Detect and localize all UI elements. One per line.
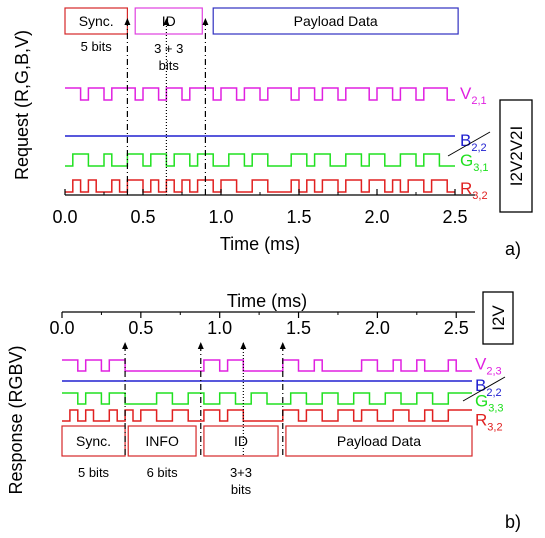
series-label: V2,1 xyxy=(460,84,487,107)
panel-b: Sync. INFO ID Payload Data 5 bits 6 bits 3+3 bi… xyxy=(6,291,521,532)
y-axis-title: Request (R,G,B,V) xyxy=(12,30,32,180)
frame-segment-note: bits xyxy=(159,58,180,73)
x-tick-label: 2.0 xyxy=(365,318,390,338)
frame-segment-label: Payload Data xyxy=(337,433,421,449)
boundary-arrow-icon xyxy=(124,18,131,25)
frame-segment-label: Sync. xyxy=(76,433,111,449)
x-tick-label: 2.5 xyxy=(442,207,467,227)
x-axis-title: Time (ms) xyxy=(227,291,307,311)
mode-label: I2V2V2I xyxy=(507,126,526,187)
series-r-trace xyxy=(65,179,455,193)
frame-segment-note: 5 bits xyxy=(81,39,113,54)
x-tick-label: 0.5 xyxy=(128,318,153,338)
mode-label-box xyxy=(482,291,514,345)
frame-segment-box xyxy=(127,425,197,457)
x-tick-label: 0.5 xyxy=(130,207,155,227)
frame-segment-label: INFO xyxy=(145,433,179,449)
series-label: V2,3 xyxy=(475,355,502,378)
panel-label: b) xyxy=(505,512,521,532)
frame-segment-box xyxy=(134,7,203,35)
crossed-out-marker xyxy=(447,131,491,157)
x-tick-label: 1.5 xyxy=(286,207,311,227)
frame-segment-note: 3+3 xyxy=(230,465,252,480)
series-g-trace xyxy=(62,392,472,405)
frame-segment-note: bits xyxy=(231,482,252,497)
series-g-trace xyxy=(65,153,455,167)
boundary-arrow-icon xyxy=(122,342,129,349)
mode-label-box xyxy=(499,99,533,213)
boundary-arrow-icon xyxy=(202,18,209,25)
crossed-out-marker xyxy=(462,376,506,402)
x-tick-label: 2.0 xyxy=(364,207,389,227)
x-tick-label: 2.5 xyxy=(444,318,469,338)
frame-segment-note: 6 bits xyxy=(147,465,179,480)
x-tick-label: 0.0 xyxy=(52,207,77,227)
frame-segment-label: Sync. xyxy=(79,13,114,29)
panel-label: a) xyxy=(505,239,521,259)
x-axis-title: Time (ms) xyxy=(220,234,300,254)
series-r-trace xyxy=(62,409,472,422)
x-tick-label: 1.0 xyxy=(208,207,233,227)
boundary-arrow-icon xyxy=(240,342,247,349)
boundary-arrow-icon xyxy=(279,342,286,349)
series-label: R3,2 xyxy=(460,179,488,202)
frame-segment-box xyxy=(203,425,279,457)
frame-segment-label: ID xyxy=(162,13,176,29)
x-tick-label: 1.0 xyxy=(207,318,232,338)
frame-segment-note: 5 bits xyxy=(78,465,110,480)
series-v-trace xyxy=(62,359,472,372)
x-tick-label: 0.0 xyxy=(49,318,74,338)
mode-label: I2V xyxy=(489,305,508,331)
x-tick-label: 1.5 xyxy=(286,318,311,338)
series-label: G3,1 xyxy=(460,151,489,174)
frame-segment-box xyxy=(285,425,473,457)
boundary-arrow-icon xyxy=(197,342,204,349)
frame-segment-label: ID xyxy=(234,433,248,449)
frame-segment-note: 3 + 3 xyxy=(154,41,183,56)
frame-segment-box xyxy=(212,7,459,35)
series-v-trace xyxy=(65,87,455,101)
frame-segment-label: Payload Data xyxy=(294,13,378,29)
y-axis-title: Response (RGBV) xyxy=(6,345,26,494)
boundary-arrow-icon xyxy=(163,18,170,25)
